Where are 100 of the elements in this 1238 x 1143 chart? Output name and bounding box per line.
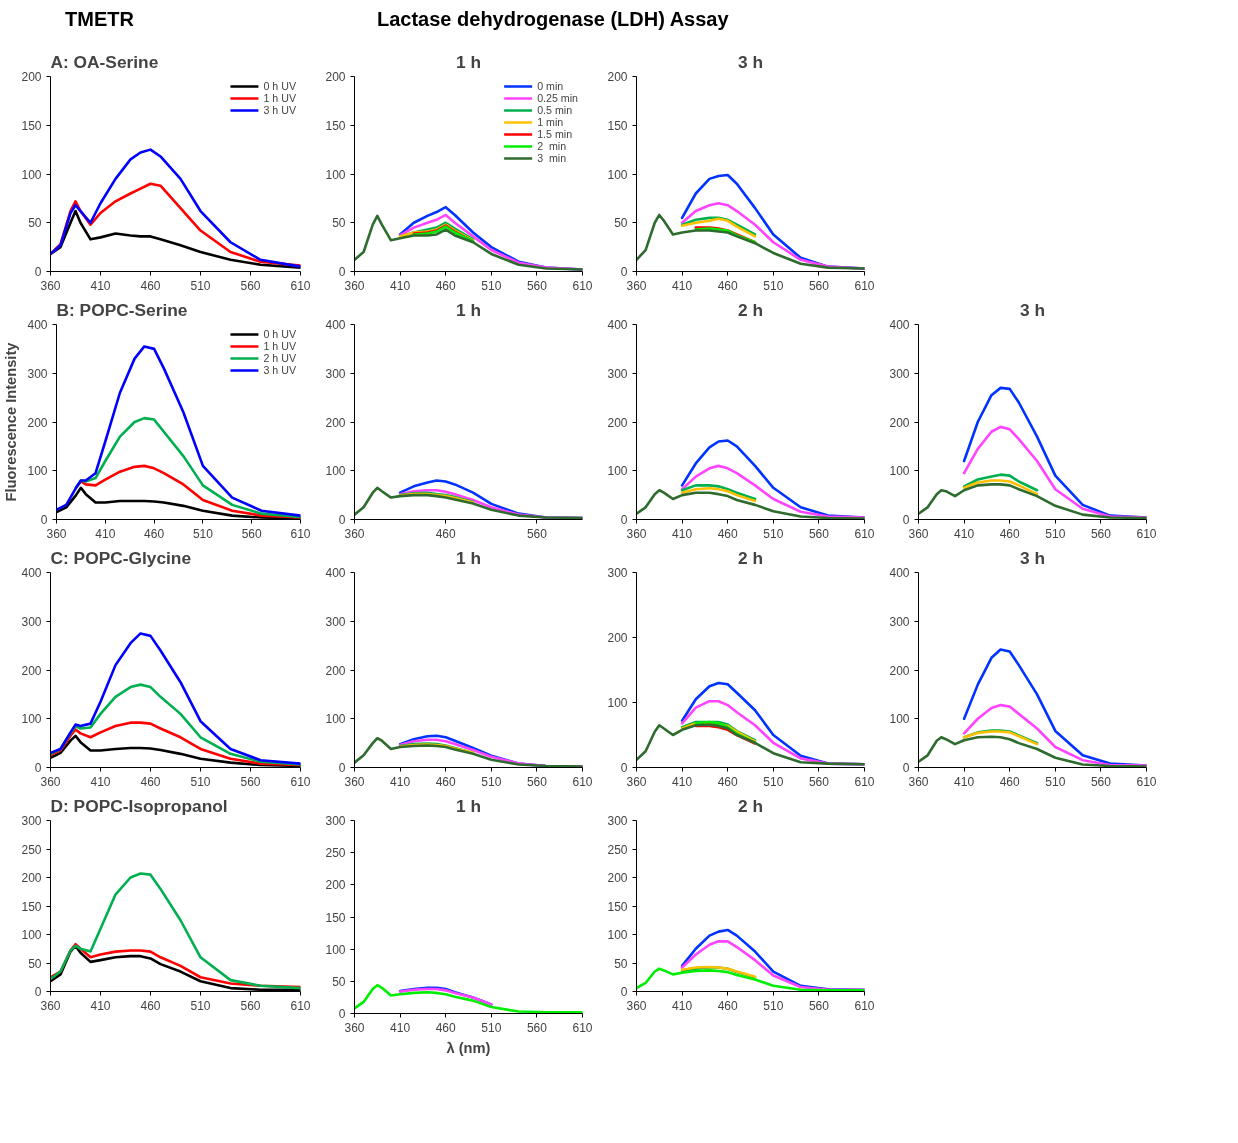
text: Lactase dehydrogenase (LDH) Assay (377, 7, 729, 32)
y-tick-label: 300 (607, 566, 628, 580)
x-tick-label: 360 (344, 526, 365, 541)
y-tick-label: 0 (620, 761, 628, 775)
y-tick-label: 400 (325, 318, 346, 332)
x-tick-label: 610 (854, 278, 875, 293)
chart-title: 3 h (1019, 547, 1046, 568)
legend-label: 2 h UV (263, 352, 296, 364)
x-tick-label: 510 (1045, 526, 1066, 541)
y-tick-label: 300 (607, 366, 628, 381)
x-tick-label: 410 (954, 526, 975, 541)
x-tick-label: 460 (435, 526, 457, 541)
y-tick-label: 0 (620, 985, 628, 999)
y-tick-label: 300 (889, 366, 910, 381)
y-tick-label: 400 (607, 318, 628, 332)
y-tick-label: 0 (34, 985, 42, 999)
chart-title: D: POPC-Isopropanol (50, 795, 228, 816)
y-tick-label: 250 (325, 846, 346, 861)
chart-title: 2 h (737, 299, 764, 320)
y-tick-label: 0 (620, 265, 628, 279)
y-tick-label: 300 (325, 614, 346, 629)
y-tick-label: 100 (889, 464, 910, 479)
x-tick-label: 360 (626, 526, 647, 541)
y-tick-label: 100 (889, 712, 910, 727)
x-tick-label: 460 (717, 998, 739, 1013)
y-tick-label: 300 (607, 814, 628, 828)
x-tick-label: 410 (390, 774, 411, 789)
x-tick-label: 610 (572, 774, 593, 789)
x-tick-label: 610 (854, 774, 875, 789)
y-tick-label: 100 (27, 464, 48, 479)
legend-label: 0 min (537, 80, 564, 92)
legend-label: 3 h UV (263, 364, 296, 376)
x-tick-label: 360 (40, 998, 61, 1013)
legend-label: 1 h UV (263, 92, 296, 104)
x-tick-label: 610 (854, 998, 875, 1013)
x-tick-label: 610 (1136, 526, 1157, 541)
x-tick-label: 460 (140, 998, 161, 1013)
y-axis-title: Fluorescence Intensity (3, 341, 20, 502)
x-tick-label: 560 (808, 774, 830, 789)
y-tick-label: 100 (607, 928, 628, 942)
y-tick-label: 200 (607, 415, 628, 430)
chart-title: C: POPC-Glycine (50, 547, 192, 568)
x-tick-label: 560 (241, 526, 263, 541)
legend-label: 1.5 min (537, 128, 573, 140)
x-tick-label: 410 (90, 774, 111, 789)
x-tick-label: 510 (763, 278, 784, 293)
y-tick-label: 100 (607, 167, 628, 182)
y-tick-label: 400 (27, 318, 48, 332)
x-tick-label: 410 (672, 278, 693, 293)
x-tick-label: 360 (626, 278, 647, 293)
y-tick-label: 400 (889, 318, 910, 332)
x-tick-label: 360 (908, 774, 929, 789)
x-tick-label: 410 (390, 1020, 411, 1035)
chart-title: 2 h (737, 795, 764, 816)
x-tick-label: 410 (90, 278, 111, 293)
chart-title: 1 h (455, 547, 482, 568)
x-tick-label: 460 (435, 774, 457, 789)
y-tick-label: 0 (338, 513, 346, 527)
x-tick-label: 360 (46, 526, 67, 541)
y-tick-label: 50 (332, 216, 346, 231)
y-tick-label: 200 (27, 415, 48, 430)
y-tick-label: 0 (620, 513, 628, 527)
x-tick-label: 610 (290, 526, 311, 541)
x-tick-label: 360 (626, 774, 647, 789)
x-tick-label: 610 (1136, 774, 1157, 789)
x-tick-label: 410 (390, 278, 411, 293)
y-tick-label: 100 (607, 696, 628, 710)
x-tick-label: 410 (90, 998, 111, 1013)
x-tick-label: 410 (672, 526, 693, 541)
chart-title: 3 h (1019, 299, 1046, 320)
y-tick-label: 50 (28, 956, 42, 971)
x-tick-label: 410 (95, 526, 116, 541)
x-tick-label: 610 (854, 526, 875, 541)
x-tick-label: 460 (999, 774, 1021, 789)
y-tick-label: 100 (607, 464, 628, 479)
x-tick-label: 510 (190, 774, 211, 789)
chart-title: 1 h (455, 299, 482, 320)
x-tick-label: 610 (572, 278, 593, 293)
y-tick-label: 150 (325, 118, 346, 133)
y-tick-label: 150 (21, 118, 42, 133)
x-tick-label: 460 (999, 526, 1021, 541)
y-tick-label: 100 (325, 464, 346, 479)
y-tick-label: 50 (332, 974, 346, 989)
x-tick-label: 460 (140, 278, 161, 293)
chart-title: B: POPC-Serine (56, 299, 188, 320)
legend-label: 1 h UV (263, 340, 296, 352)
y-tick-label: 200 (607, 70, 628, 84)
legend-label: 0 h UV (263, 328, 296, 340)
x-tick-label: 560 (808, 526, 830, 541)
x-tick-label: 560 (808, 998, 830, 1013)
x-tick-label: 560 (1090, 526, 1112, 541)
legend-label: 0.25 min (537, 92, 578, 104)
legend-label: 3 min (537, 152, 567, 164)
x-tick-label: 360 (344, 774, 365, 789)
x-tick-label: 360 (626, 998, 647, 1013)
y-tick-label: 200 (889, 415, 910, 430)
y-tick-label: 50 (614, 956, 628, 971)
x-tick-label: 510 (481, 278, 502, 293)
x-tick-label: 560 (1090, 774, 1112, 789)
x-tick-label: 560 (240, 774, 261, 789)
